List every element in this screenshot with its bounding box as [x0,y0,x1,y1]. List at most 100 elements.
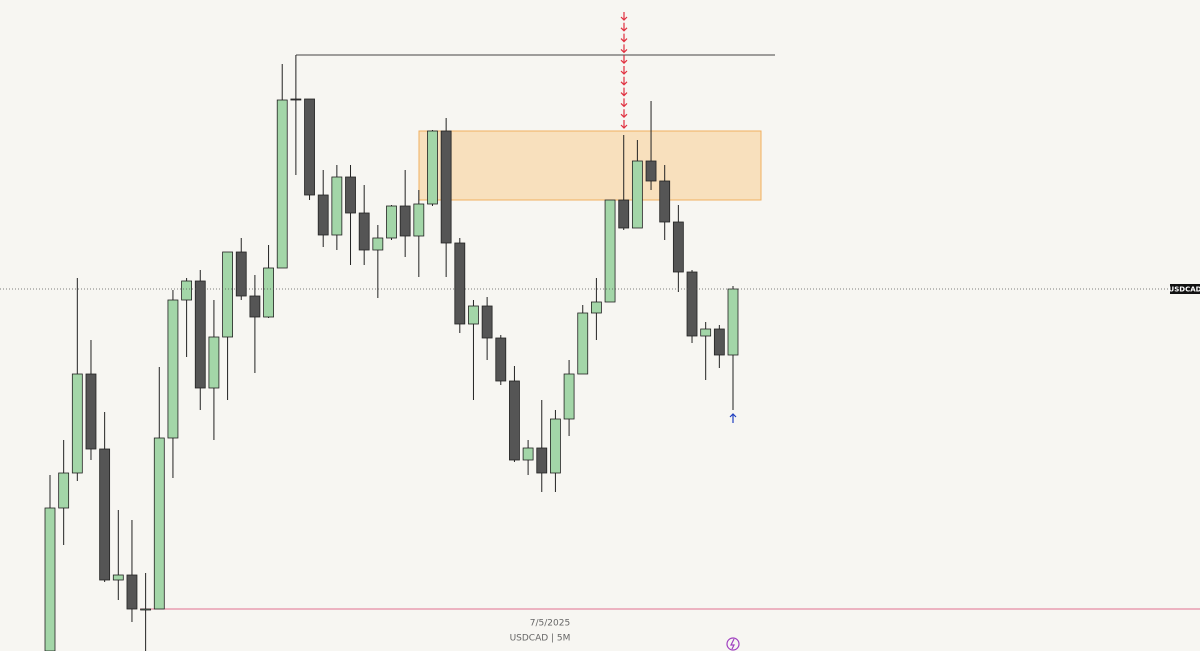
candle-body [290,98,302,101]
candle [208,300,220,440]
candle [276,64,288,269]
candle-body [618,199,630,229]
candle [672,205,684,292]
candle [112,510,124,600]
candle [563,360,575,436]
candle-body [140,608,152,611]
candle-body [413,203,425,237]
candle-body [99,448,111,581]
candle [153,367,165,610]
candle-body [468,305,479,325]
candle-body [454,242,466,325]
candle [304,98,315,200]
sell-arrow [620,44,628,54]
candle [700,322,712,380]
candle-body [167,299,179,439]
candle [140,573,152,651]
candle [167,290,179,478]
sell-arrow [620,12,628,21]
candle [85,340,97,460]
sell-arrow [620,87,628,97]
candle [454,238,466,333]
candle-body [71,373,83,474]
buy-arrow [729,413,737,423]
candle [645,101,657,190]
candle-body [509,380,520,461]
candle-body [536,447,548,474]
candle [249,275,261,373]
candle [604,199,616,303]
candle [686,270,698,343]
sell-arrow [620,22,628,32]
supply-zone [418,130,762,201]
candle-body [304,98,315,196]
sell-arrow [620,33,628,43]
candle [44,475,56,651]
candle-body [85,373,97,450]
candle [372,225,384,298]
sell-arrow [620,66,628,75]
candle [550,410,561,492]
candle-body [563,373,575,420]
plot: USDCAD [0,12,1200,651]
candle [618,135,630,230]
candle [345,165,356,265]
sell-arrow [620,55,628,65]
candle [577,305,589,375]
candle [99,412,111,582]
candle [222,251,233,400]
candle-body [591,301,602,314]
candle-body [522,447,534,461]
icon-circle [726,637,740,651]
candle-body [358,212,370,251]
candle [358,185,370,265]
icon-bolt [730,638,735,650]
candle-body [112,574,124,581]
candle-body [235,251,247,297]
candle-body [672,221,684,273]
candle-body [276,99,288,269]
candle-body [686,271,698,337]
candle-body [263,267,274,318]
candle-body [372,237,384,251]
candle-body [194,280,206,389]
candle-body [631,160,643,229]
candle-body [713,328,725,356]
symbol-label: USDCAD [1169,286,1200,294]
candle-body [181,280,193,301]
candle-body [727,288,739,356]
candle [631,140,643,229]
candle [495,335,507,385]
candle [481,297,493,360]
candle-body [317,194,329,236]
candle [399,170,411,257]
candle-body [58,472,70,509]
candle [194,270,206,410]
caption: USDCAD | 5M [510,634,571,644]
candle-body [645,160,657,182]
replay-icon[interactable] [726,637,740,651]
candle-body [345,176,356,214]
candle-body [399,205,411,237]
candle [591,278,602,340]
candle-body [481,305,493,339]
candle-body [44,507,56,651]
candle [58,440,70,545]
candle [659,165,671,240]
candle [235,238,247,300]
candle [386,205,397,240]
candle-body [577,312,589,375]
candle [181,278,193,357]
sell-arrow [620,109,628,119]
sell-arrow [620,120,628,129]
candle [713,325,725,368]
candle [71,278,83,481]
candle-body [386,205,397,239]
candle-body [331,176,343,236]
candle-body [126,574,138,610]
candle [468,300,479,400]
candle [263,245,274,318]
sell-arrow [620,76,628,86]
